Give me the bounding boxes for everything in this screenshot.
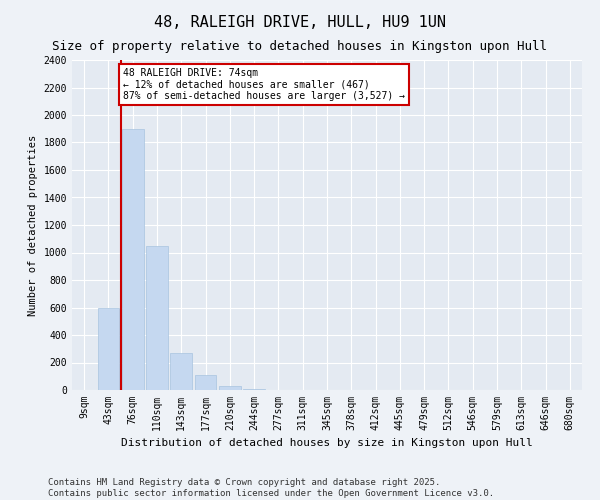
Y-axis label: Number of detached properties: Number of detached properties — [28, 134, 38, 316]
X-axis label: Distribution of detached houses by size in Kingston upon Hull: Distribution of detached houses by size … — [121, 438, 533, 448]
Text: 48, RALEIGH DRIVE, HULL, HU9 1UN: 48, RALEIGH DRIVE, HULL, HU9 1UN — [154, 15, 446, 30]
Bar — [146, 246, 168, 390]
Bar — [219, 386, 241, 390]
Text: Contains HM Land Registry data © Crown copyright and database right 2025.
Contai: Contains HM Land Registry data © Crown c… — [48, 478, 494, 498]
Bar — [194, 375, 217, 390]
Text: Size of property relative to detached houses in Kingston upon Hull: Size of property relative to detached ho… — [53, 40, 548, 53]
Bar — [97, 308, 119, 390]
Text: 48 RALEIGH DRIVE: 74sqm
← 12% of detached houses are smaller (467)
87% of semi-d: 48 RALEIGH DRIVE: 74sqm ← 12% of detache… — [123, 68, 405, 102]
Bar — [243, 388, 265, 390]
Bar — [170, 353, 192, 390]
Bar — [122, 128, 143, 390]
